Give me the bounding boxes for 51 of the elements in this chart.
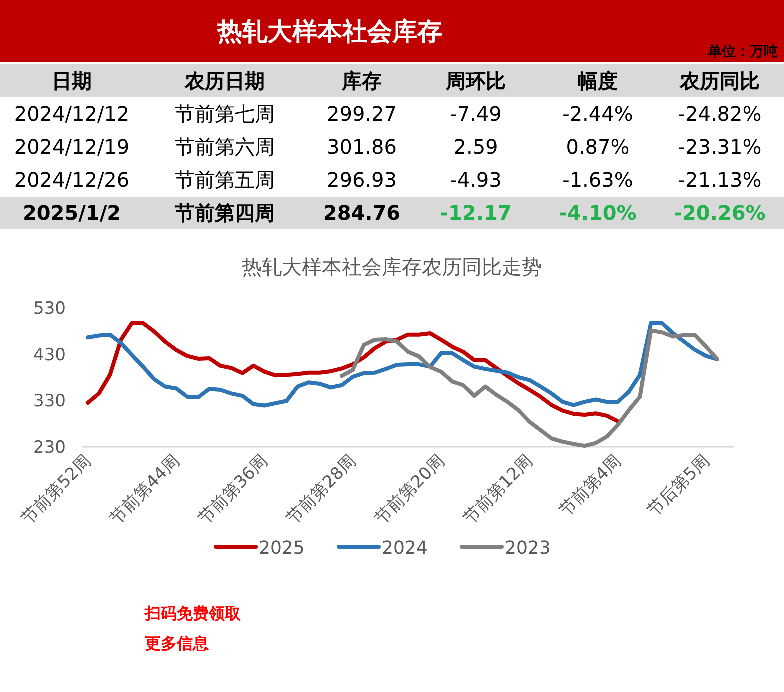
text: -7.49 (450, 102, 502, 126)
text: -21.13% (678, 168, 762, 192)
line-series (86, 321, 620, 424)
text: 2025/1/2 (22, 201, 122, 225)
text: 幅度 (578, 69, 618, 93)
y-tick-label: 230 (34, 438, 66, 458)
text: 热轧大样本社会库存 (216, 17, 442, 46)
text: 299.27 (327, 102, 397, 126)
legend-label: 2025 (259, 538, 305, 559)
text: 单位：万吨 (707, 44, 778, 60)
chart-title: 热轧大样本社会库存农历同比走势 (242, 255, 542, 279)
x-tick-label: 节前第44周 (106, 451, 184, 529)
text: 节前第七周 (175, 102, 275, 126)
text: 更多信息 (145, 634, 210, 653)
text: -23.31% (678, 135, 762, 159)
legend-label: 2024 (382, 538, 428, 559)
text: 库存 (341, 69, 382, 93)
x-tick-label: 节前第28周 (283, 451, 361, 529)
x-tick-label: 节前第20周 (371, 451, 449, 529)
text: -12.17 (440, 201, 512, 225)
text: 日期 (52, 69, 92, 93)
text: 0.87% (566, 135, 630, 159)
text: -2.44% (562, 102, 634, 126)
text: 2024/12/19 (14, 135, 130, 159)
text: 扫码免费领取 (144, 604, 242, 623)
text: 296.93 (327, 168, 397, 192)
text: 节前第四周 (174, 201, 275, 225)
text: 2024/12/26 (14, 168, 130, 192)
text: -20.26% (674, 201, 766, 225)
x-tick-label: 节后第5周 (644, 451, 714, 522)
text: 周环比 (445, 69, 506, 93)
y-tick-label: 430 (34, 345, 66, 366)
text: 节前第五周 (175, 168, 275, 192)
y-tick-label: 530 (34, 299, 66, 319)
x-tick-label: 节前第4周 (556, 451, 626, 522)
text: 农历日期 (184, 69, 265, 93)
text: -24.82% (678, 102, 762, 126)
text: 节前第六周 (175, 135, 275, 159)
text: -1.63% (562, 168, 634, 192)
legend-label: 2023 (505, 538, 551, 559)
y-tick-label: 330 (34, 392, 66, 412)
x-tick-label: 节前第36周 (194, 451, 272, 529)
line-series (340, 328, 720, 448)
text: 2.59 (454, 135, 498, 159)
text: -4.93 (450, 168, 502, 192)
text: 301.86 (327, 135, 397, 159)
text: 2024/12/12 (14, 102, 130, 126)
text: 284.76 (323, 201, 401, 225)
text: -4.10% (559, 201, 637, 225)
text: 农历同比 (679, 69, 760, 93)
x-tick-label: 节前第12周 (460, 451, 538, 529)
